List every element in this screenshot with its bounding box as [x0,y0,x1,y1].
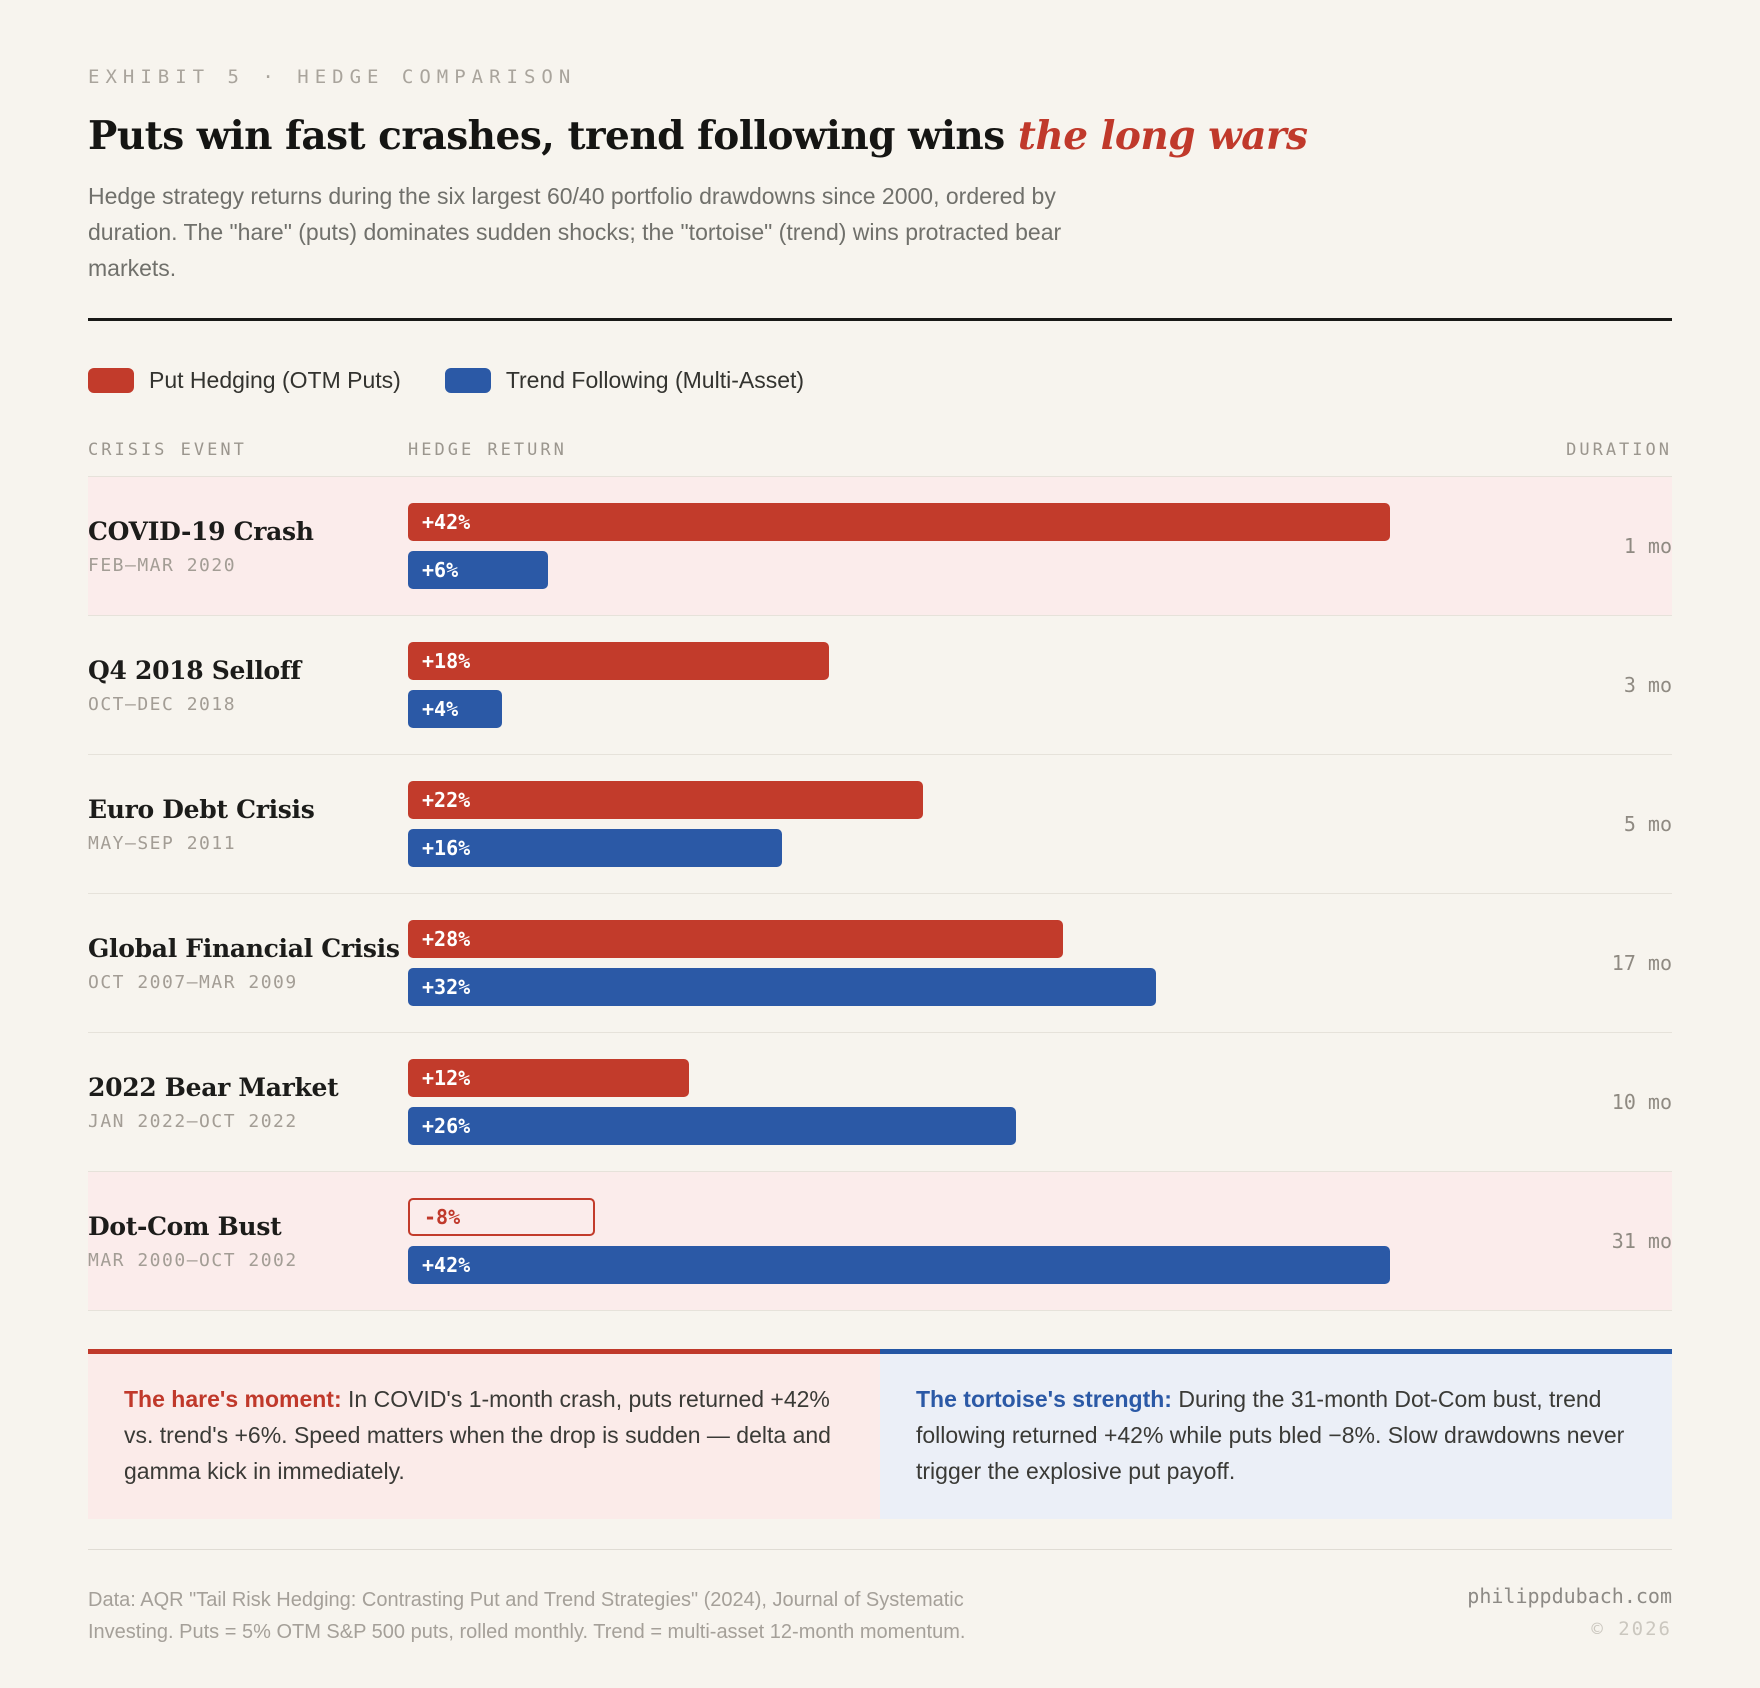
duration-value: 10 mo [1611,1090,1672,1115]
crisis-row: 2022 Bear Market JAN 2022–OCT 2022 +12% … [88,1033,1672,1173]
callout-hare-text: In COVID's 1-month crash, puts returned … [124,1386,831,1484]
callout-tortoise-text: During the 31-month Dot-Com bust, trend … [916,1386,1625,1484]
hedge-return-bars: +42% +6% [408,503,1532,590]
column-header-duration: DURATION [1566,440,1672,461]
chart-legend: Put Hedging (OTM Puts) Trend Following (… [88,367,1672,394]
crisis-label-cell: 2022 Bear Market JAN 2022–OCT 2022 [88,1073,408,1132]
put-hedging-swatch-icon [88,368,134,394]
trend-return-label: +26% [422,1114,471,1139]
callout-tortoise: The tortoise's strength: During the 31-m… [880,1349,1672,1520]
trend-following-bar: +42% [408,1246,1391,1285]
legend-item-put-hedging: Put Hedging (OTM Puts) [88,367,401,394]
crisis-event-name: Dot-Com Bust [88,1211,282,1241]
hedge-return-bars: +12% +26% [408,1059,1532,1146]
footer-right: philippdubach.com © 2026 [1467,1584,1672,1640]
table-column-headers: CRISIS EVENT HEDGE RETURN DURATION [88,440,1672,476]
trend-following-bar: +26% [408,1107,1017,1146]
insight-callouts: The hare's moment: In COVID's 1-month cr… [88,1349,1672,1520]
put-hedging-bar: +42% [408,503,1391,542]
column-header-crisis-event: CRISIS EVENT [88,440,247,461]
trend-following-bar: +16% [408,829,783,868]
crisis-dates: MAY–SEP 2011 [88,832,237,854]
crisis-row: Dot-Com Bust MAR 2000–OCT 2002 -8% +42% … [88,1172,1672,1312]
put-hedging-bar: +28% [408,920,1063,959]
duration-value: 5 mo [1623,812,1672,837]
page-title: Puts win fast crashes, trend following w… [88,114,1672,159]
crisis-dates: OCT 2007–MAR 2009 [88,971,298,993]
duration-value: 31 mo [1611,1229,1672,1254]
crisis-label-cell: Q4 2018 Selloff OCT–DEC 2018 [88,656,408,715]
trend-return-label: +4% [422,697,459,722]
put-hedging-bar: +22% [408,781,923,820]
duration-value: 17 mo [1611,951,1672,976]
crisis-dates: MAR 2000–OCT 2002 [88,1249,298,1271]
crisis-label-cell: Euro Debt Crisis MAY–SEP 2011 [88,795,408,854]
put-hedging-bar: -8% [408,1198,596,1237]
legend-item-trend-following: Trend Following (Multi-Asset) [444,367,805,394]
copyright-text: © 2026 [1591,1618,1672,1641]
put-return-label: +28% [422,927,471,952]
crisis-row: Q4 2018 Selloff OCT–DEC 2018 +18% +4% 3 … [88,616,1672,756]
crisis-event-name: 2022 Bear Market [88,1072,339,1102]
crisis-event-name: Euro Debt Crisis [88,794,315,824]
legend-label-put-hedging: Put Hedging (OTM Puts) [149,367,401,394]
crisis-row: COVID-19 Crash FEB–MAR 2020 +42% +6% 1 m… [88,477,1672,617]
callout-hare: The hare's moment: In COVID's 1-month cr… [88,1349,880,1520]
crisis-row: Euro Debt Crisis MAY–SEP 2011 +22% +16% … [88,755,1672,895]
duration-value: 3 mo [1623,673,1672,698]
crisis-event-name: Q4 2018 Selloff [88,655,301,685]
callout-tortoise-lead: The tortoise's strength: [916,1386,1172,1413]
trend-following-swatch-icon [444,368,491,394]
legend-label-trend-following: Trend Following (Multi-Asset) [505,367,805,394]
hedge-return-bars: -8% +42% [408,1198,1532,1285]
put-return-label: +18% [422,649,471,674]
put-hedging-bar: +18% [408,642,830,681]
footer-divider [88,1549,1672,1551]
crisis-dates: FEB–MAR 2020 [88,554,237,576]
put-hedging-bar: +12% [408,1059,689,1098]
trend-return-label: +6% [422,558,459,583]
site-link[interactable]: philippdubach.com [1467,1584,1672,1609]
put-return-label: +12% [422,1066,471,1091]
put-return-label: +42% [422,510,471,535]
crisis-event-name: COVID-19 Crash [88,516,314,546]
trend-return-label: +42% [422,1253,471,1278]
crisis-label-cell: Dot-Com Bust MAR 2000–OCT 2002 [88,1212,408,1271]
crisis-label-cell: COVID-19 Crash FEB–MAR 2020 [88,517,408,576]
callout-hare-lead: The hare's moment: [124,1386,342,1413]
put-return-label: +22% [422,788,471,813]
page-title-accent: the long wars [1017,113,1308,159]
duration-value: 1 mo [1623,534,1672,559]
crisis-label-cell: Global Financial Crisis OCT 2007–MAR 200… [88,934,408,993]
hedge-return-bars: +28% +32% [408,920,1532,1007]
trend-return-label: +32% [422,975,471,1000]
crisis-row: Global Financial Crisis OCT 2007–MAR 200… [88,894,1672,1034]
trend-return-label: +16% [422,836,471,861]
crisis-dates: OCT–DEC 2018 [88,693,237,715]
trend-following-bar: +32% [408,968,1157,1007]
header-divider-rule [88,318,1672,322]
put-return-label: -8% [424,1205,461,1230]
exhibit-eyebrow: EXHIBIT 5 · HEDGE COMPARISON [88,66,577,88]
page-title-main: Puts win fast crashes, trend following w… [88,113,1018,159]
hedge-return-bars: +22% +16% [408,781,1532,868]
data-source-note: Data: AQR "Tail Risk Hedging: Contrastin… [88,1589,966,1644]
crisis-dates: JAN 2022–OCT 2022 [88,1110,298,1132]
crisis-event-name: Global Financial Crisis [88,933,400,963]
page-subtitle: Hedge strategy returns during the six la… [88,182,1062,281]
footer: Data: AQR "Tail Risk Hedging: Contrastin… [88,1550,1672,1688]
hedge-return-bars: +18% +4% [408,642,1532,729]
trend-following-bar: +4% [408,690,502,729]
column-header-hedge-return: HEDGE RETURN [408,440,567,461]
crisis-table-body: COVID-19 Crash FEB–MAR 2020 +42% +6% 1 m… [88,476,1672,1312]
trend-following-bar: +6% [408,551,549,590]
